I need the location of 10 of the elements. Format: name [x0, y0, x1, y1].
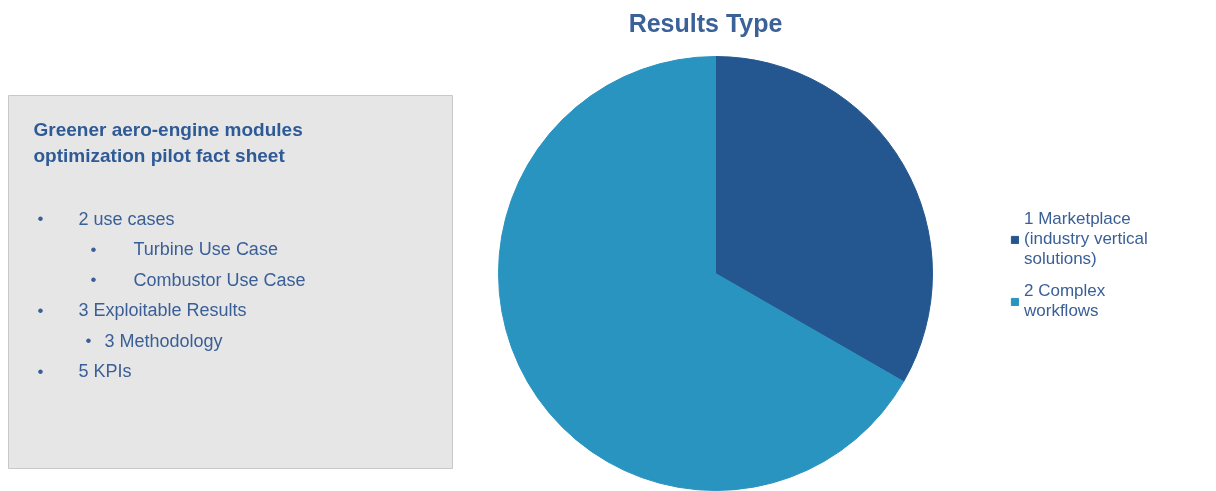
legend-label: 2 Complex workflows: [1024, 281, 1106, 321]
text: • 3 Methodology: [85, 330, 223, 351]
text: • 5 KPIs: [37, 361, 132, 381]
text: Greener aero-engine modules optimization pilot fact sheet: [33, 118, 303, 166]
legend-label: 1 Marketplace (industry vertical solutions): [1024, 209, 1148, 269]
text: • 2 use cases: [37, 208, 175, 229]
text: • Combustor Use Case: [90, 269, 306, 290]
chart-title: Results Type: [628, 8, 783, 37]
text: • Turbine Use Case: [90, 239, 278, 259]
text: • 3 Exploitable Results: [37, 300, 247, 320]
